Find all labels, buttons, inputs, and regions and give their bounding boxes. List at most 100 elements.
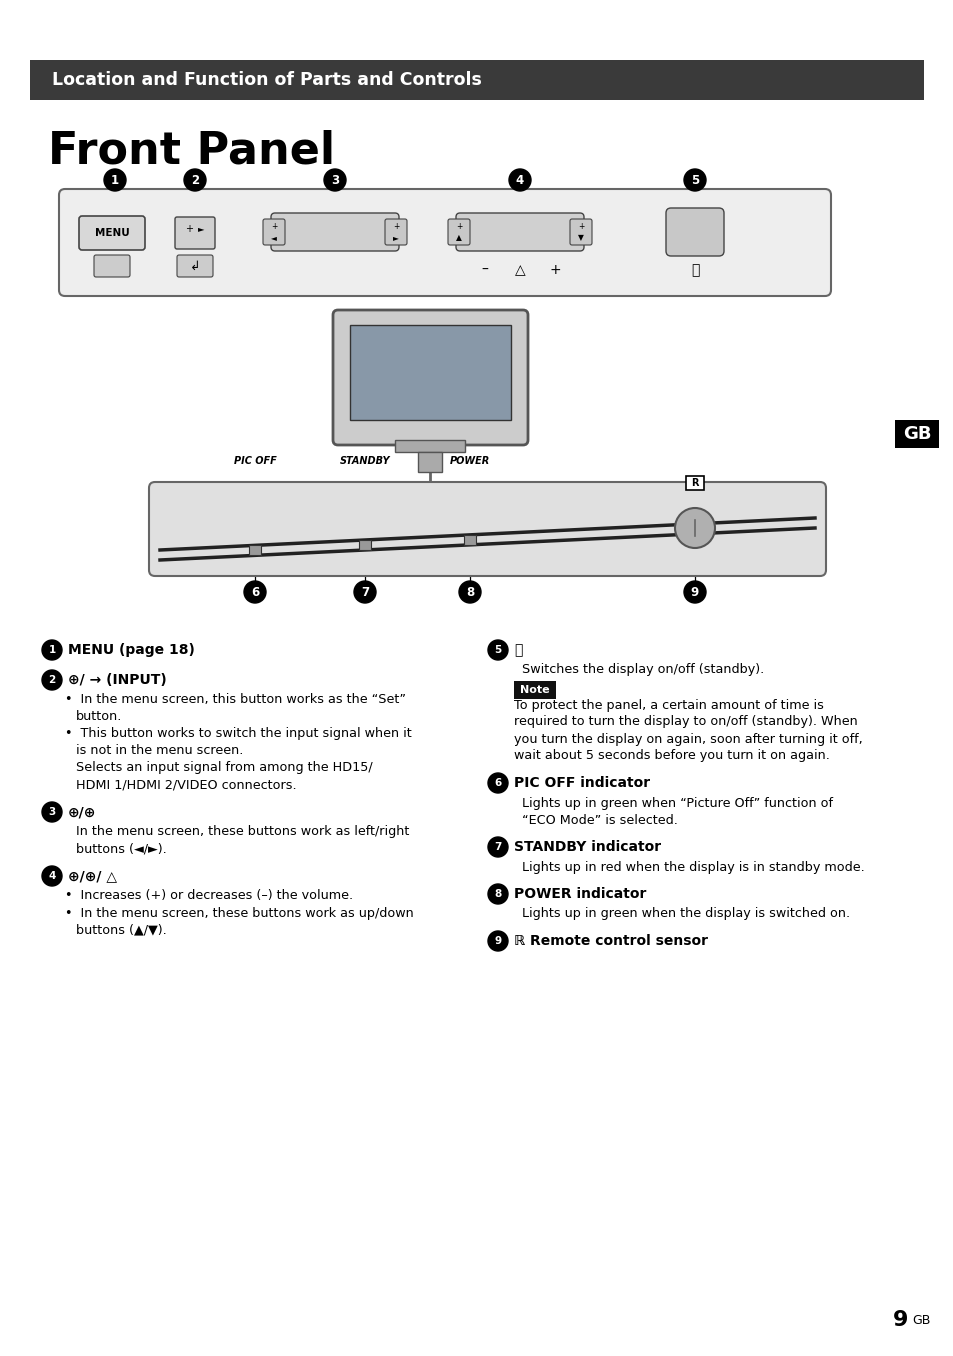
Text: ℝ Remote control sensor: ℝ Remote control sensor (514, 934, 707, 948)
Text: R: R (691, 479, 698, 488)
Text: ⏻: ⏻ (690, 263, 699, 277)
Text: GB: GB (911, 1314, 929, 1328)
Circle shape (509, 170, 531, 191)
FancyBboxPatch shape (569, 220, 592, 245)
Text: Note: Note (519, 685, 549, 696)
Circle shape (104, 170, 126, 191)
Bar (358, 540, 371, 551)
Bar (417, 452, 441, 472)
Text: 1: 1 (49, 645, 55, 655)
Text: PIC OFF indicator: PIC OFF indicator (514, 776, 649, 791)
Text: △: △ (515, 263, 525, 277)
Text: STANDBY: STANDBY (339, 456, 390, 466)
Text: MENU: MENU (94, 228, 130, 239)
Circle shape (683, 170, 705, 191)
Circle shape (42, 801, 62, 822)
Text: +
▲: + ▲ (456, 222, 461, 241)
Text: ↲: ↲ (190, 259, 200, 273)
Text: 7: 7 (494, 842, 501, 852)
Circle shape (488, 773, 507, 793)
FancyBboxPatch shape (333, 311, 527, 445)
Text: 4: 4 (516, 174, 523, 187)
Text: 6: 6 (494, 778, 501, 788)
Circle shape (42, 670, 62, 690)
Bar (249, 545, 261, 556)
FancyBboxPatch shape (385, 220, 407, 245)
Circle shape (488, 884, 507, 904)
Circle shape (488, 837, 507, 857)
Text: To protect the panel, a certain amount of time is: To protect the panel, a certain amount o… (514, 698, 823, 712)
FancyBboxPatch shape (177, 255, 213, 277)
Circle shape (42, 866, 62, 885)
Text: wait about 5 seconds before you turn it on again.: wait about 5 seconds before you turn it … (514, 750, 829, 762)
Text: ⏻: ⏻ (514, 643, 522, 658)
Text: buttons (◄/►).: buttons (◄/►). (76, 842, 167, 856)
Text: 8: 8 (494, 890, 501, 899)
Bar (685, 476, 703, 490)
Text: +: + (185, 224, 193, 235)
Text: •  This button works to switch the input signal when it: • This button works to switch the input … (65, 728, 412, 740)
Text: •  Increases (+) or decreases (–) the volume.: • Increases (+) or decreases (–) the vol… (65, 890, 353, 903)
Circle shape (42, 640, 62, 660)
Text: Selects an input signal from among the HD15/: Selects an input signal from among the H… (76, 762, 373, 774)
Text: is not in the menu screen.: is not in the menu screen. (76, 744, 243, 758)
Text: button.: button. (76, 711, 122, 724)
Text: PIC OFF: PIC OFF (233, 456, 276, 466)
Bar (463, 534, 476, 545)
Circle shape (488, 640, 507, 660)
Text: 1: 1 (111, 174, 119, 187)
Text: •  In the menu screen, these buttons work as up/down: • In the menu screen, these buttons work… (65, 907, 414, 919)
Text: +
◄: + ◄ (271, 222, 277, 241)
Text: Lights up in green when the display is switched on.: Lights up in green when the display is s… (521, 907, 849, 921)
Text: Lights up in red when the display is in standby mode.: Lights up in red when the display is in … (521, 861, 863, 873)
Text: +
►: + ► (393, 222, 398, 241)
Text: 8: 8 (465, 586, 474, 598)
Text: 4: 4 (49, 871, 55, 881)
Text: HDMI 1/HDMI 2/VIDEO connectors.: HDMI 1/HDMI 2/VIDEO connectors. (76, 778, 296, 792)
Bar (514, 681, 556, 698)
Text: 5: 5 (690, 174, 699, 187)
FancyBboxPatch shape (174, 217, 214, 250)
Circle shape (675, 508, 714, 548)
Text: Location and Function of Parts and Controls: Location and Function of Parts and Contr… (52, 71, 481, 89)
Text: GB: GB (902, 424, 930, 443)
FancyBboxPatch shape (94, 255, 130, 277)
Text: •  In the menu screen, this button works as the “Set”: • In the menu screen, this button works … (65, 693, 406, 706)
Bar (350, 325, 511, 420)
FancyBboxPatch shape (263, 220, 285, 245)
Text: ⊕/⊕: ⊕/⊕ (68, 805, 96, 819)
Text: 5: 5 (494, 645, 501, 655)
Text: –: – (481, 263, 488, 277)
Text: Switches the display on/off (standby).: Switches the display on/off (standby). (521, 663, 763, 677)
Text: STANDBY indicator: STANDBY indicator (514, 839, 660, 854)
Text: POWER indicator: POWER indicator (514, 887, 646, 900)
Circle shape (354, 580, 375, 603)
FancyBboxPatch shape (79, 216, 145, 250)
Text: MENU (page 18): MENU (page 18) (68, 643, 194, 658)
Text: “ECO Mode” is selected.: “ECO Mode” is selected. (521, 814, 678, 827)
Text: you turn the display on again, soon after turning it off,: you turn the display on again, soon afte… (514, 732, 862, 746)
FancyBboxPatch shape (456, 213, 583, 251)
FancyBboxPatch shape (59, 188, 830, 296)
Text: 7: 7 (360, 586, 369, 598)
Text: +: + (549, 263, 560, 277)
FancyBboxPatch shape (448, 220, 470, 245)
Circle shape (244, 580, 266, 603)
Bar (395, 439, 464, 452)
Circle shape (458, 580, 480, 603)
Circle shape (184, 170, 206, 191)
Text: Lights up in green when “Picture Off” function of: Lights up in green when “Picture Off” fu… (521, 796, 832, 810)
Text: +
▼: + ▼ (578, 222, 583, 241)
Circle shape (683, 580, 705, 603)
Text: required to turn the display to on/off (standby). When: required to turn the display to on/off (… (514, 716, 857, 728)
Text: POWER: POWER (450, 456, 490, 466)
Text: 9: 9 (892, 1310, 907, 1330)
FancyBboxPatch shape (149, 481, 825, 576)
Text: 2: 2 (191, 174, 199, 187)
Text: 6: 6 (251, 586, 259, 598)
Bar (30, 60, 923, 100)
Bar (894, 420, 938, 447)
FancyBboxPatch shape (271, 213, 398, 251)
Circle shape (488, 932, 507, 951)
Text: 3: 3 (331, 174, 338, 187)
